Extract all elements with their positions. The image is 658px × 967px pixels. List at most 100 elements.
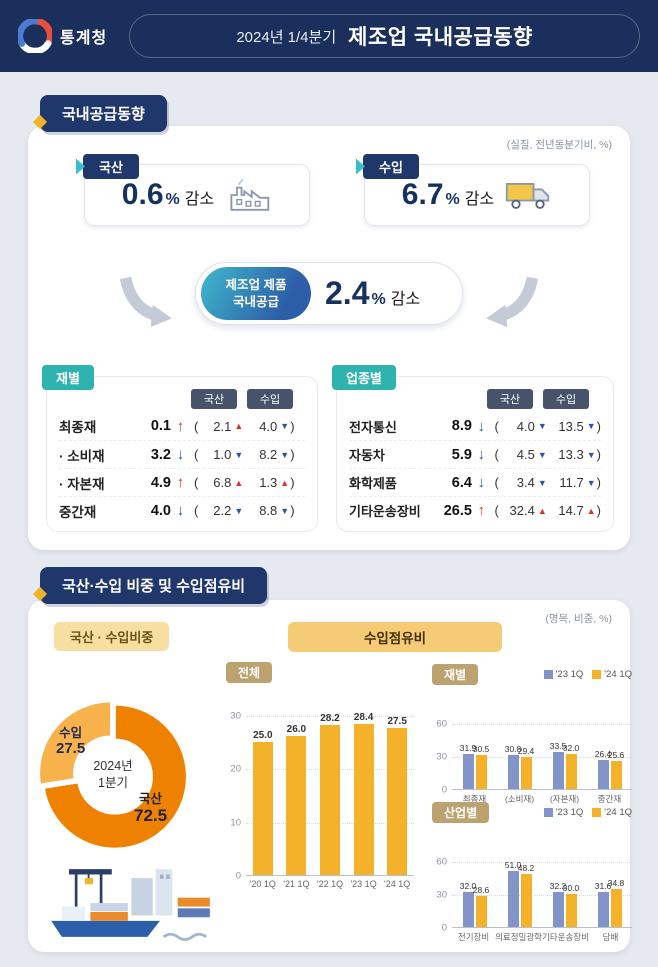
bar-rect: [520, 756, 532, 789]
category-label: (소비재): [504, 794, 535, 804]
total-badge-line1: 제조업 제품: [225, 278, 287, 293]
category-row: '20 1Q '21 1Q '22 1Q '23 1Q '24 1Q: [226, 879, 414, 889]
pie-slice: [38, 700, 113, 786]
section2-title: 국산·수입 비중 및 수입점유비: [40, 567, 268, 604]
trend-arrow-icon: ↑: [176, 474, 185, 491]
section2-title-text: 국산·수입 비중 및 수입점유비: [62, 578, 246, 595]
trend-arrow-icon: ↓: [477, 417, 485, 435]
category-label: 담배: [602, 932, 619, 942]
factory-icon: [230, 179, 270, 211]
bar-rect: [507, 870, 519, 927]
col-import: 수입: [247, 389, 293, 409]
chart-tag: 재별: [432, 663, 479, 685]
domestic-stat-card: 국산 0.6 % 감소: [76, 154, 310, 226]
legend-label: '23 1Q: [555, 668, 584, 680]
import-value-number: 6.7: [401, 178, 444, 211]
legend-item: '24 1Q: [592, 669, 632, 680]
category-label: (자본재): [549, 794, 580, 804]
legend-label: '24 1Q: [604, 668, 632, 680]
table-row: 중간재 4.0 ↓ 2.2▼8.8▼: [59, 496, 305, 524]
bar: 34.8: [608, 878, 624, 927]
triangle-icon: ▼: [234, 505, 244, 516]
y-tick-label: 30: [230, 710, 241, 722]
by-industry-chart: 산업별 '23 1Q '24 1Q 0 30 60 32.0 28.6 51.0 48.2 32.2…: [432, 801, 632, 943]
industry-table: 업종별 국산 수입 전자통신 8.9 ↓ 4.0▼13.5▼ 자동차 5.9 ↓…: [332, 365, 614, 532]
section2-note: (명목, 비중, %): [545, 613, 612, 625]
pie-import-label: 수입 27.5: [56, 726, 86, 758]
bar-rect: [286, 736, 307, 875]
trend-arrow-icon: ↓: [176, 446, 185, 463]
bar-value-label: 26.4: [594, 748, 612, 759]
direction-label: 감소: [390, 291, 421, 308]
trend-arrow-icon: ↓: [176, 502, 185, 519]
pie-slice: [42, 703, 188, 850]
y-tick-label: 30: [436, 751, 447, 763]
triangle-icon: ▲: [586, 505, 596, 516]
pie-center-label: 2024년 1분기: [93, 759, 133, 790]
bar-value-label: 28.6: [472, 884, 490, 895]
domestic-value: 0.6 % 감소: [122, 178, 214, 212]
chevron-right-icon: [356, 158, 365, 175]
bar: 25.6: [608, 750, 624, 789]
triangle-icon: ▼: [537, 421, 547, 431]
category-label: '24 1Q: [384, 879, 411, 889]
triangle-icon: ▲: [537, 505, 547, 516]
y-tick-label: 60: [436, 718, 447, 730]
bar: 31.9: [460, 743, 476, 789]
bar-rect: [597, 892, 609, 927]
port-illustration: [51, 869, 210, 941]
trend-arrow-icon: ↑: [477, 502, 485, 519]
bar-group: 31.6 34.8: [595, 878, 624, 927]
table-row: 최종재 0.1 ↑ 2.1▲4.0▼: [59, 412, 305, 440]
bar-groups: 31.9 30.5 30.8 29.4 33.5 32.0 26.4 25.6: [452, 724, 632, 789]
plot-area: 32.0 28.6 51.0 48.2 32.2 30.0 31.6 34.8: [452, 859, 632, 928]
triangle-icon: ▼: [280, 449, 290, 460]
section1-note: (실질, 전년동분기비, %): [506, 139, 612, 151]
goods-table-tag: 재별: [42, 365, 94, 390]
legend-item: '23 1Q: [543, 668, 584, 680]
bar: 30.5: [473, 744, 489, 789]
legend-label: '24 1Q: [604, 806, 632, 818]
bar: 48.2: [518, 863, 534, 927]
import-stat-card: 수입 6.7 % 감소: [356, 154, 590, 226]
table-row: 전자통신 8.9 ↓ 4.0▼13.5▼: [349, 412, 601, 440]
trend-arrow-icon: ↑: [176, 417, 185, 435]
trend-arrow-icon: ↓: [477, 446, 485, 463]
bar-value-label: 31.6: [594, 881, 612, 892]
total-badge-line2: 국내공급: [232, 294, 279, 309]
y-tick-label: 60: [436, 856, 447, 868]
bar-rect: [520, 873, 532, 927]
total-supply-badge: 제조업 제품 국내공급: [201, 267, 311, 320]
category-label: 기타운송장비: [542, 932, 589, 942]
category-label: 중간재: [597, 794, 622, 804]
col-domestic: 국산: [487, 389, 533, 409]
category-label: 전기장비: [457, 932, 490, 942]
industry-table-tag: 업종별: [332, 365, 396, 390]
bar-value-label: 32.0: [459, 880, 477, 891]
flow-arrow-left-icon: [119, 276, 172, 328]
triangle-icon: ▲: [280, 477, 290, 488]
y-tick-label: 0: [441, 784, 447, 796]
y-tick-label: 10: [230, 817, 241, 829]
total-supply-card: 제조업 제품 국내공급 2.4 % 감소: [195, 262, 463, 325]
section1-title-text: 국내공급동향: [62, 106, 145, 123]
bar-group: 31.9 30.5: [460, 743, 489, 789]
bar-group: 30.8 29.4: [505, 744, 534, 789]
import-share-label: 수입점유비: [288, 622, 502, 652]
chart-tag: 산업별: [432, 801, 490, 823]
legend-item: '24 1Q: [592, 807, 632, 818]
bar-value-label: 51.0: [504, 859, 522, 870]
category-label: '20 1Q: [249, 879, 276, 889]
bar: 28.6: [473, 885, 489, 927]
domestic-value-number: 0.6: [121, 178, 164, 211]
y-axis: 0 10 20 30: [226, 711, 246, 882]
triangle-icon: ▼: [586, 477, 596, 488]
industry-table-header: 국산 수입: [349, 389, 601, 409]
category-label: '22 1Q: [316, 879, 344, 889]
chart-legend: '23 1Q '24 1Q: [543, 668, 632, 680]
chevron-right-icon: [76, 158, 85, 175]
bar: 25.0: [252, 730, 273, 875]
total-import-share-chart: 전체 0 10 20 30 25.0 26.0 28.2 28.4 27.5 '20 1Q '21 1…: [226, 661, 414, 889]
bar-rect: [507, 755, 519, 789]
truck-icon: [506, 183, 550, 209]
